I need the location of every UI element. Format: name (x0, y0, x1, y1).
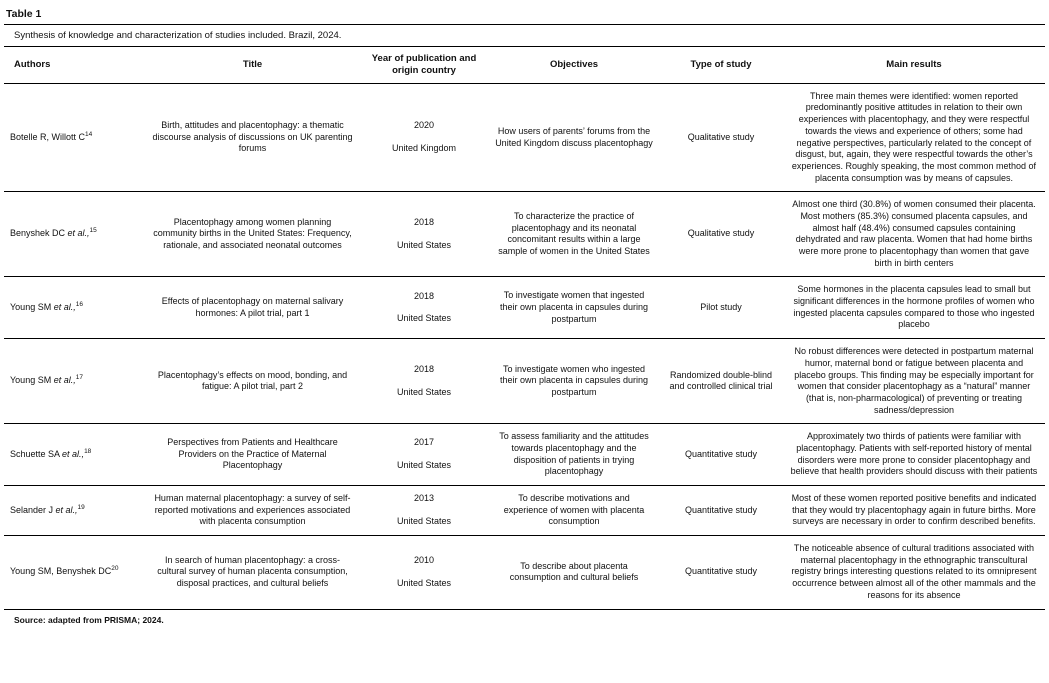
objectives-cell: To assess familiarity and the attitudes … (489, 423, 659, 486)
authors-cell: Young SM, Benyshek DC20 (4, 535, 146, 610)
author-reference-number: 17 (75, 374, 83, 382)
title-cell: Effects of placentophagy on maternal sal… (146, 276, 359, 340)
type-of-study-cell: Randomized double-blind and controlled c… (659, 338, 783, 425)
author-etal: et al., (55, 504, 78, 515)
main-results-cell: Most of these women reported positive be… (783, 485, 1045, 537)
objectives-cell: How users of parents’ forums from the Un… (489, 83, 659, 193)
authors-cell: Young SM et al.,17 (4, 338, 146, 425)
title-cell: Placentophagy’s effects on mood, bonding… (146, 338, 359, 425)
author-reference-number: 18 (84, 447, 92, 455)
col-header-type-of-study: Type of study (659, 47, 783, 84)
year-value: 2018 (413, 217, 435, 228)
year-country-cell: 2013 United States (359, 485, 489, 537)
author-reference-number: 19 (77, 503, 85, 511)
author-name: Selander J (10, 504, 56, 515)
table-row: Schuette SA et al.,18 Perspectives from … (4, 423, 1045, 486)
main-results-cell: The noticeable absence of cultural tradi… (783, 535, 1045, 610)
year-country-cell: 2018 United States (359, 276, 489, 340)
main-results-cell: No robust differences were detected in p… (783, 338, 1045, 425)
author-name: Young SM (10, 301, 54, 312)
year-value: 2020 (413, 120, 435, 131)
table-row: Benyshek DC et al.,15 Placentophagy amon… (4, 191, 1045, 278)
country-value: United Kingdom (391, 143, 457, 153)
main-results-cell: Some hormones in the placenta capsules l… (783, 276, 1045, 340)
header-row: Authors Title Year of publication and or… (4, 47, 1045, 84)
main-results-cell: Approximately two thirds of patients wer… (783, 423, 1045, 486)
objectives-cell: To describe about placenta consumption a… (489, 535, 659, 610)
author-reference-number: 14 (85, 130, 93, 138)
table-label: Table 1 (4, 6, 1045, 25)
table-row: Young SM, Benyshek DC20 In search of hum… (4, 535, 1045, 610)
country-value: United States (396, 577, 452, 588)
table-body: Botelle R, Willott C14 Birth, attitudes … (4, 83, 1045, 610)
author-reference-number: 15 (89, 227, 97, 235)
col-header-objectives: Objectives (489, 47, 659, 84)
author-etal: et al., (67, 228, 90, 239)
col-header-authors: Authors (4, 47, 146, 84)
author-name: Botelle R, Willott C (10, 131, 86, 142)
type-of-study-cell: Qualitative study (659, 191, 783, 278)
year-value: 2017 (413, 437, 435, 448)
objectives-cell: To investigate women who ingested their … (489, 338, 659, 425)
title-cell: Placentophagy among women planning commu… (146, 191, 359, 278)
country-value: United States (396, 460, 452, 471)
country-value: United States (396, 313, 452, 324)
year-value: 2018 (413, 290, 435, 301)
objectives-cell: To characterize the practice of placento… (489, 191, 659, 278)
col-header-main-results: Main results (783, 47, 1045, 84)
author-name: Young SM, Benyshek DC (10, 566, 112, 577)
title-cell: Perspectives from Patients and Healthcar… (146, 423, 359, 486)
author-reference-number: 20 (111, 565, 119, 573)
year-country-cell: 2018 United States (359, 338, 489, 425)
title-cell: Birth, attitudes and placentophagy: a th… (146, 83, 359, 193)
type-of-study-cell: Qualitative study (659, 83, 783, 193)
year-value: 2013 (413, 493, 435, 504)
main-results-cell: Almost one third (30.8%) of women consum… (783, 191, 1045, 278)
type-of-study-cell: Quantitative study (659, 423, 783, 486)
table-row: Young SM et al.,16 Effects of placentoph… (4, 276, 1045, 340)
authors-cell: Schuette SA et al.,18 (4, 423, 146, 486)
type-of-study-cell: Pilot study (659, 276, 783, 340)
authors-cell: Benyshek DC et al.,15 (4, 191, 146, 278)
author-name: Schuette SA (10, 448, 63, 459)
col-header-title: Title (146, 47, 359, 84)
table-caption: Synthesis of knowledge and characterizat… (4, 25, 1045, 47)
authors-cell: Botelle R, Willott C14 (4, 83, 146, 193)
table-row: Selander J et al.,19 Human maternal plac… (4, 485, 1045, 537)
table-header: Authors Title Year of publication and or… (4, 47, 1045, 84)
year-value: 2010 (413, 555, 435, 566)
author-etal: et al., (53, 301, 76, 312)
year-country-cell: 2020 United Kingdom (359, 83, 489, 193)
country-value: United States (396, 516, 452, 527)
source-note: Source: adapted from PRISMA; 2024. (14, 614, 164, 625)
author-name: Young SM (10, 375, 54, 386)
year-country-cell: 2010 United States (359, 535, 489, 610)
authors-cell: Young SM et al.,16 (4, 276, 146, 340)
main-results-cell: Three main themes were identified: women… (783, 83, 1045, 193)
author-reference-number: 16 (75, 300, 83, 308)
studies-table: Authors Title Year of publication and or… (4, 47, 1045, 610)
type-of-study-cell: Quantitative study (659, 535, 783, 610)
table-row: Botelle R, Willott C14 Birth, attitudes … (4, 83, 1045, 193)
title-cell: Human maternal placentophagy: a survey o… (146, 485, 359, 537)
year-country-cell: 2018 United States (359, 191, 489, 278)
year-country-cell: 2017 United States (359, 423, 489, 486)
objectives-cell: To investigate women that ingested their… (489, 276, 659, 340)
title-cell: In search of human placentophagy: a cros… (146, 535, 359, 610)
country-value: United States (396, 386, 452, 397)
author-etal: et al., (62, 448, 85, 459)
year-value: 2018 (413, 364, 435, 374)
authors-cell: Selander J et al.,19 (4, 485, 146, 537)
type-of-study-cell: Quantitative study (659, 485, 783, 537)
author-name: Benyshek DC (10, 228, 68, 239)
objectives-cell: To describe motivations and experience o… (489, 485, 659, 537)
country-value: United States (396, 239, 452, 250)
col-header-year-country: Year of publication and origin country (359, 47, 489, 84)
table-row: Young SM et al.,17 Placentophagy’s effec… (4, 338, 1045, 425)
author-etal: et al., (53, 375, 76, 386)
